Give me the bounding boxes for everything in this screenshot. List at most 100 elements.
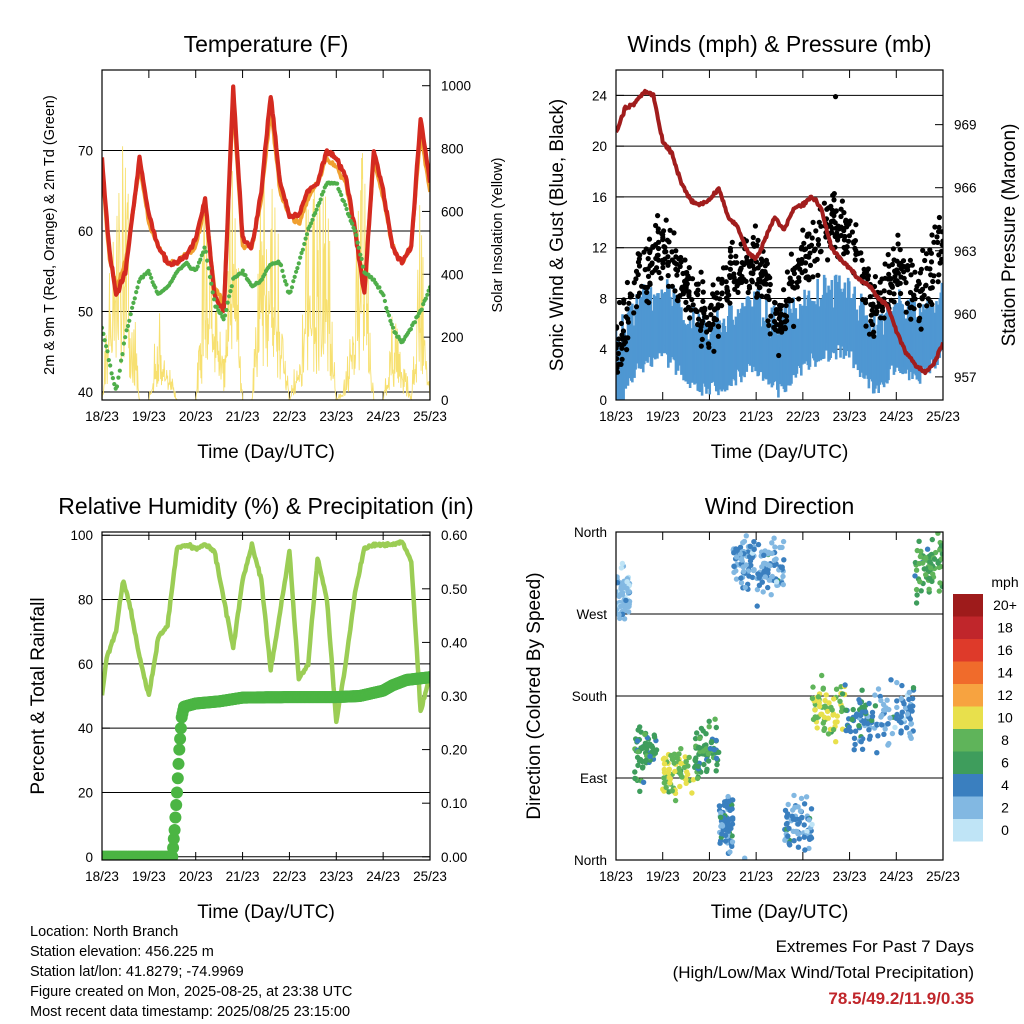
wind-gust-point	[649, 260, 655, 266]
dewpoint-point	[355, 240, 360, 245]
direction-point	[797, 808, 804, 814]
wind-gust-point	[898, 290, 904, 297]
plot-area	[616, 88, 943, 400]
wind-gust-point	[711, 294, 717, 300]
x-tick-label: 24/23	[879, 869, 913, 884]
direction-point	[619, 592, 626, 598]
info-latlon: Station lat/lon: 41.8279; -74.9969	[30, 964, 244, 980]
direction-point	[910, 685, 917, 691]
wind-gust-point	[647, 248, 653, 254]
x-tick-label: 19/23	[132, 409, 166, 424]
dewpoint-point	[408, 327, 413, 332]
x-tick-label: 21/23	[739, 409, 773, 424]
direction-point	[916, 538, 922, 544]
wind-gust-point	[675, 298, 681, 304]
wind-gust-point	[777, 313, 783, 319]
wind-gust-point	[929, 301, 935, 307]
dewpoint-point	[354, 233, 359, 238]
direction-point	[906, 696, 912, 703]
wind-gust-point	[666, 283, 672, 289]
wind-gust-point	[871, 329, 877, 335]
direction-point	[815, 694, 822, 700]
wind-gust-point	[886, 263, 892, 269]
direction-point	[917, 579, 923, 585]
wind-gust-point	[878, 315, 884, 321]
y-tick-label-right: 200	[441, 330, 464, 345]
direction-point	[739, 557, 745, 563]
direction-point	[740, 564, 747, 570]
wind-gust-point	[752, 223, 759, 229]
direction-point	[717, 840, 723, 846]
direction-point	[785, 833, 791, 839]
x-tick-label: 22/23	[273, 409, 307, 424]
wind-gust-point	[895, 241, 901, 247]
direction-point	[697, 735, 703, 742]
precip-point	[169, 811, 182, 824]
direction-point	[899, 682, 905, 689]
dewpoint-point	[304, 232, 310, 237]
legend-label: 18	[997, 620, 1013, 636]
extremes-block: Extremes For Past 7 Days (High/Low/Max W…	[673, 934, 974, 1012]
direction-point	[640, 764, 646, 770]
direction-point	[751, 546, 757, 552]
wind-gust-point	[755, 265, 761, 271]
wind-gust-point	[618, 361, 624, 367]
y-tick-label-right: 0.10	[441, 796, 467, 811]
y-tick-label-right: 0.50	[441, 582, 467, 597]
wind-gust-point	[895, 232, 901, 238]
wind-gust-point	[787, 275, 793, 281]
direction-point	[820, 685, 826, 691]
wind-gust-point	[788, 251, 795, 257]
wind-gust-point	[671, 230, 677, 236]
wind-gust-point	[914, 283, 920, 289]
wind-gust-point	[656, 269, 662, 276]
wind-gust-point	[711, 348, 717, 354]
direction-point	[859, 687, 865, 693]
dewpoint-point	[198, 257, 203, 262]
direction-point	[711, 747, 717, 753]
x-tick-label: 23/23	[319, 409, 353, 424]
dewpoint-point	[214, 304, 219, 309]
direction-point	[647, 753, 653, 759]
chart-title: Wind Direction	[705, 493, 855, 519]
wind-gust-point	[911, 292, 917, 298]
x-tick-label: 20/23	[179, 869, 213, 884]
x-tick-label: 22/23	[786, 409, 820, 424]
direction-point	[665, 770, 672, 776]
precip-point	[170, 799, 183, 811]
direction-point	[690, 777, 697, 783]
direction-point	[622, 608, 629, 614]
y-tick-label-right: 0.20	[441, 743, 467, 758]
wind-gust-point	[776, 352, 782, 359]
wind-gust-point	[772, 300, 778, 306]
direction-point	[923, 555, 929, 561]
direction-point	[678, 760, 684, 767]
direction-point	[694, 775, 701, 782]
direction-point	[894, 679, 900, 686]
direction-point	[713, 768, 719, 774]
direction-point	[888, 677, 894, 683]
direction-point	[708, 739, 715, 745]
extremes-heading: Extremes For Past 7 Days	[775, 937, 974, 956]
wind-gust-point	[631, 310, 637, 316]
direction-point	[866, 700, 872, 707]
extremes-description: (High/Low/Max Wind/Total Precipitation)	[672, 963, 974, 982]
wind-gust-point	[919, 296, 925, 302]
wind-gust-point	[623, 335, 629, 341]
y-tick-label: 0	[599, 393, 607, 408]
y-tick-label-right: 0	[441, 393, 449, 408]
wind-gust-point	[659, 231, 665, 237]
direction-point	[822, 697, 828, 704]
direction-point	[803, 794, 810, 800]
dewpoint-point	[229, 284, 234, 289]
direction-point	[878, 697, 884, 704]
wind-gust-point	[644, 289, 650, 295]
direction-point	[780, 538, 787, 545]
direction-point	[874, 750, 880, 756]
dewpoint-point	[131, 300, 136, 305]
direction-point	[703, 746, 710, 752]
wind-gust-point	[618, 320, 625, 327]
dewpoint-point	[203, 249, 208, 254]
direction-point	[793, 828, 799, 835]
